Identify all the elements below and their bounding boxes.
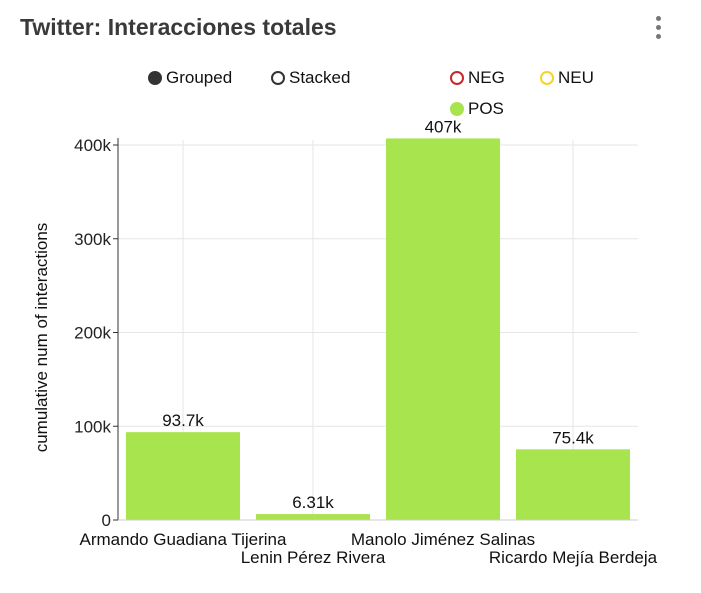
grouped-radio[interactable]: Grouped — [148, 68, 232, 88]
bar[interactable] — [126, 432, 240, 520]
bar[interactable] — [256, 514, 370, 520]
legend-pos-marker-icon — [450, 102, 464, 116]
x-tick-label: Lenin Pérez Rivera — [241, 548, 386, 567]
stacked-radio[interactable]: Stacked — [271, 68, 350, 88]
bar-value-label: 93.7k — [162, 411, 204, 430]
legend-neu-label: NEU — [558, 68, 594, 87]
legend-item-neg[interactable]: NEG — [450, 68, 505, 88]
legend-neu-marker-icon — [540, 71, 554, 85]
bar[interactable] — [516, 449, 630, 520]
grouped-radio-icon — [148, 71, 162, 85]
bar-value-label: 75.4k — [552, 428, 594, 447]
more-vert-icon[interactable] — [650, 12, 666, 42]
card-title: Twitter: Interacciones totales — [20, 14, 337, 40]
y-tick-label: 200k — [74, 324, 111, 343]
x-tick-label: Armando Guadiana Tijerina — [80, 530, 288, 549]
stacked-label: Stacked — [289, 68, 351, 87]
stacked-radio-icon — [271, 71, 285, 85]
y-axis-label: cumulative num of interactions — [32, 223, 51, 453]
y-tick-label: 400k — [74, 136, 111, 155]
bar-value-label: 407k — [425, 117, 462, 136]
bar[interactable] — [386, 138, 500, 520]
grouped-label: Grouped — [166, 68, 233, 87]
bar-value-label: 6.31k — [292, 493, 334, 512]
legend-item-neu[interactable]: NEU — [540, 68, 594, 88]
y-tick-label: 100k — [74, 417, 111, 436]
y-tick-label: 0 — [102, 511, 111, 530]
legend-pos-label: POS — [468, 99, 504, 118]
legend-neg-label: NEG — [468, 68, 505, 87]
legend-neg-marker-icon — [450, 71, 464, 85]
x-tick-label: Manolo Jiménez Salinas — [351, 530, 535, 549]
legend-item-pos[interactable]: POS — [450, 99, 504, 119]
y-tick-label: 300k — [74, 230, 111, 249]
x-tick-label: Ricardo Mejía Berdeja — [489, 548, 658, 567]
